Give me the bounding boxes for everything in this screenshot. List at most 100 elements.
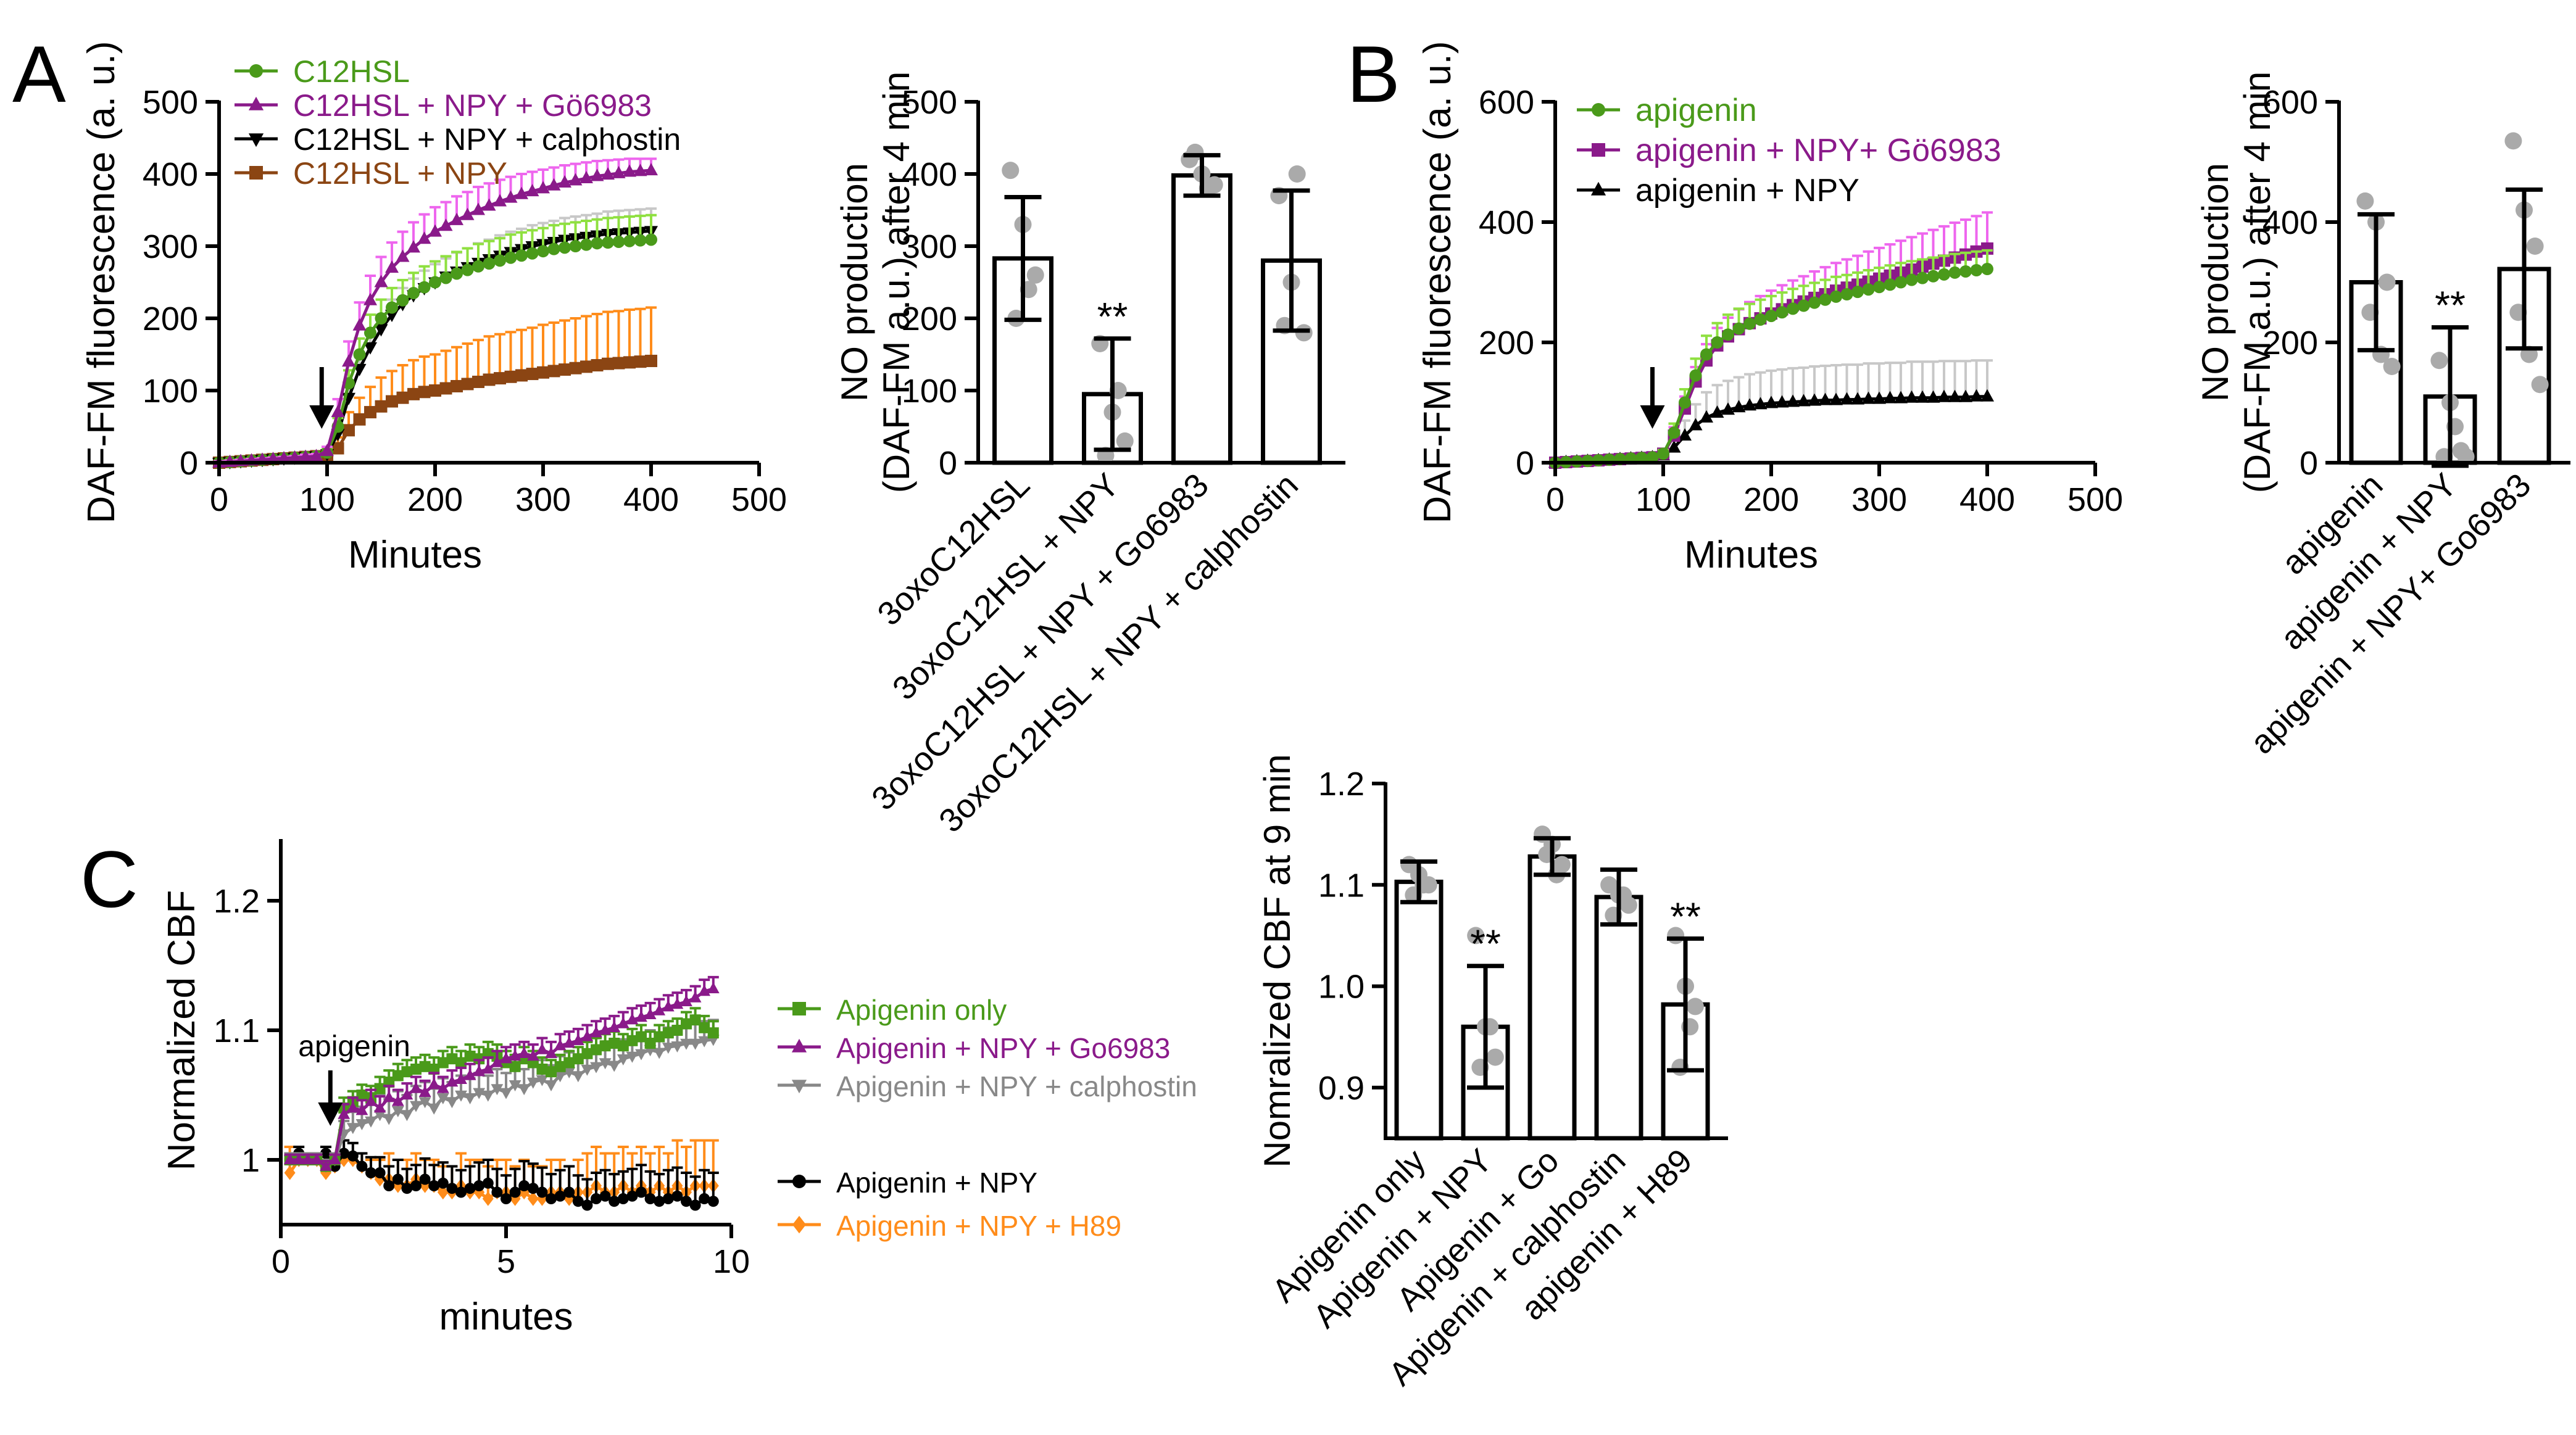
data-point bbox=[343, 424, 355, 437]
data-point bbox=[599, 1190, 611, 1202]
data-point bbox=[1894, 391, 1908, 403]
data-point bbox=[277, 450, 291, 463]
B_bar-y-label-line2: (DAF-FM a.u.) after 4 min bbox=[2237, 72, 2278, 493]
data-point bbox=[355, 1119, 368, 1130]
C_bar-bar-group-3 bbox=[1527, 825, 1577, 1141]
data-point bbox=[1840, 392, 1854, 405]
C_time-y-tick-label: 1.1 bbox=[214, 1012, 260, 1049]
replicate-dot bbox=[1295, 324, 1313, 342]
data-point bbox=[439, 382, 452, 395]
data-point bbox=[418, 1097, 431, 1109]
data-point bbox=[373, 1101, 386, 1113]
data-point bbox=[401, 1088, 413, 1100]
data-point bbox=[509, 1080, 521, 1091]
C_time-series-apigenin-npy-go6983 bbox=[283, 975, 720, 1171]
data-point bbox=[364, 406, 376, 419]
data-point bbox=[653, 1048, 666, 1059]
panel-b-legend-entry-3: apigenin + NPY bbox=[1577, 173, 1859, 209]
data-point bbox=[472, 375, 484, 388]
significance-mark: ** bbox=[2435, 283, 2466, 328]
data-point bbox=[375, 400, 388, 413]
data-point bbox=[1948, 266, 1961, 279]
data-point bbox=[526, 368, 539, 381]
data-point bbox=[644, 1008, 657, 1019]
C_time-y-tick-label: 1.2 bbox=[214, 883, 260, 920]
data-point bbox=[536, 181, 550, 194]
data-point bbox=[559, 363, 571, 376]
C_time-y-label: Normalized CBF bbox=[160, 890, 203, 1171]
data-point bbox=[1732, 400, 1746, 413]
data-point bbox=[461, 263, 474, 276]
data-point bbox=[482, 1191, 494, 1206]
data-point bbox=[1981, 263, 1993, 276]
data-point bbox=[1959, 389, 1972, 402]
data-point bbox=[547, 242, 560, 255]
data-point bbox=[634, 234, 647, 247]
C_time-x-tick-label: 5 bbox=[497, 1243, 515, 1280]
panel-b-arrow-head bbox=[1640, 405, 1665, 429]
legend-marker bbox=[791, 1038, 807, 1052]
C_time-series-apigenin-npy bbox=[284, 1139, 719, 1211]
data-point bbox=[374, 275, 388, 287]
data-point bbox=[1700, 348, 1713, 361]
data-point bbox=[386, 395, 398, 408]
data-point bbox=[483, 257, 496, 270]
data-point bbox=[331, 442, 344, 455]
data-point bbox=[617, 1040, 629, 1052]
panel-c-legend-2-entry-1: Apigenin + NPY bbox=[778, 1167, 1037, 1199]
data-point bbox=[1927, 270, 1940, 283]
data-point bbox=[342, 354, 355, 367]
A_time-y-tick-label: 300 bbox=[143, 228, 198, 265]
legend-label: apigenin + NPY+ Gö6983 bbox=[1635, 133, 2001, 168]
data-point bbox=[428, 1180, 440, 1191]
data-point bbox=[364, 342, 377, 355]
data-point bbox=[463, 1069, 476, 1080]
data-point bbox=[1797, 394, 1811, 407]
data-point bbox=[407, 287, 420, 300]
data-point bbox=[331, 405, 345, 418]
data-point bbox=[636, 1186, 647, 1198]
data-point bbox=[374, 1083, 386, 1094]
data-point bbox=[698, 1036, 711, 1048]
data-point bbox=[419, 1173, 431, 1185]
B_time-x-tick-label: 100 bbox=[1635, 481, 1691, 518]
data-point bbox=[644, 1038, 656, 1049]
data-point bbox=[644, 163, 658, 176]
data-point bbox=[338, 1107, 351, 1119]
data-point bbox=[1722, 328, 1734, 341]
data-point bbox=[707, 1027, 719, 1039]
data-point bbox=[401, 1110, 413, 1122]
data-point bbox=[410, 1101, 422, 1112]
data-point bbox=[491, 1186, 503, 1198]
data-point bbox=[410, 1180, 422, 1191]
B_bar-y-tick-label: 400 bbox=[2262, 204, 2318, 241]
data-point bbox=[450, 212, 463, 225]
data-point bbox=[591, 237, 604, 250]
C_bar-bar-group-4 bbox=[1594, 867, 1643, 1141]
data-point bbox=[338, 1148, 350, 1159]
data-point bbox=[407, 387, 420, 400]
data-point bbox=[568, 173, 583, 186]
data-point bbox=[451, 379, 463, 392]
data-point bbox=[569, 240, 582, 252]
replicate-dot bbox=[1002, 162, 1020, 180]
panel-c-legend-1-entry-3: Apigenin + NPY + calphostin bbox=[778, 1070, 1197, 1102]
data-point bbox=[1884, 278, 1897, 291]
replicate-dot bbox=[1486, 1048, 1504, 1066]
data-point bbox=[1851, 392, 1864, 405]
data-point bbox=[383, 1091, 396, 1102]
data-point bbox=[463, 1093, 476, 1104]
data-point bbox=[1862, 283, 1875, 296]
replicate-dot bbox=[2378, 273, 2396, 291]
panel-b-legend-entry-2: apigenin + NPY+ Gö6983 bbox=[1577, 133, 2001, 168]
data-point bbox=[365, 1116, 377, 1128]
data-point bbox=[580, 360, 592, 373]
A_bar-bar-group-2: ** bbox=[1082, 294, 1143, 465]
data-point bbox=[352, 318, 367, 331]
replicate-dot bbox=[1288, 165, 1306, 183]
B_time-x-tick-label: 500 bbox=[2067, 481, 2123, 518]
legend-marker bbox=[792, 1175, 806, 1188]
data-point bbox=[580, 238, 592, 251]
data-point bbox=[418, 281, 431, 294]
data-point bbox=[1775, 395, 1789, 408]
